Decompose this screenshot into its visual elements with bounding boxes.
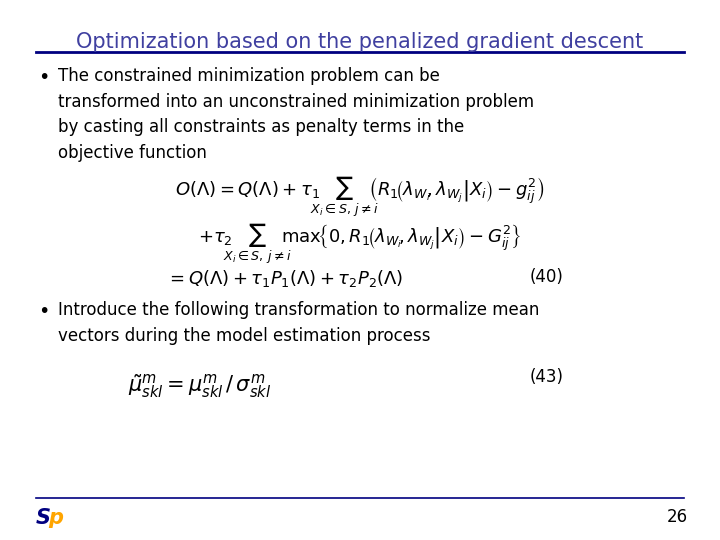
- Text: $+ \tau_2 \!\!\!\sum_{X_i \in S,\, j \neq i}\!\!\! \max\!\left\{0, R_1\!\left(\l: $+ \tau_2 \!\!\!\sum_{X_i \in S,\, j \ne…: [198, 222, 522, 266]
- Text: S: S: [36, 508, 51, 528]
- Text: $O(\Lambda) = Q(\Lambda) + \tau_1 \!\!\!\sum_{X_i \in S,\, j \neq i}\!\!\! \left: $O(\Lambda) = Q(\Lambda) + \tau_1 \!\!\!…: [176, 175, 544, 219]
- Text: (40): (40): [530, 268, 564, 286]
- Text: p: p: [48, 508, 63, 528]
- Text: (43): (43): [530, 368, 564, 386]
- Text: •: •: [38, 302, 50, 321]
- Text: Optimization based on the penalized gradient descent: Optimization based on the penalized grad…: [76, 32, 644, 52]
- Text: $\tilde{\mu}_{skl}^{m} = \mu_{skl}^{m}\,/\,\sigma_{skl}^{m}$: $\tilde{\mu}_{skl}^{m} = \mu_{skl}^{m}\,…: [128, 372, 271, 400]
- Text: •: •: [38, 68, 50, 87]
- Text: The constrained minimization problem can be
transformed into an unconstrained mi: The constrained minimization problem can…: [58, 67, 534, 162]
- Text: 26: 26: [667, 508, 688, 526]
- Text: Introduce the following transformation to normalize mean
vectors during the mode: Introduce the following transformation t…: [58, 301, 539, 345]
- Text: $= Q(\Lambda) + \tau_1 P_1(\Lambda) + \tau_2 P_2(\Lambda)$: $= Q(\Lambda) + \tau_1 P_1(\Lambda) + \t…: [166, 268, 404, 289]
